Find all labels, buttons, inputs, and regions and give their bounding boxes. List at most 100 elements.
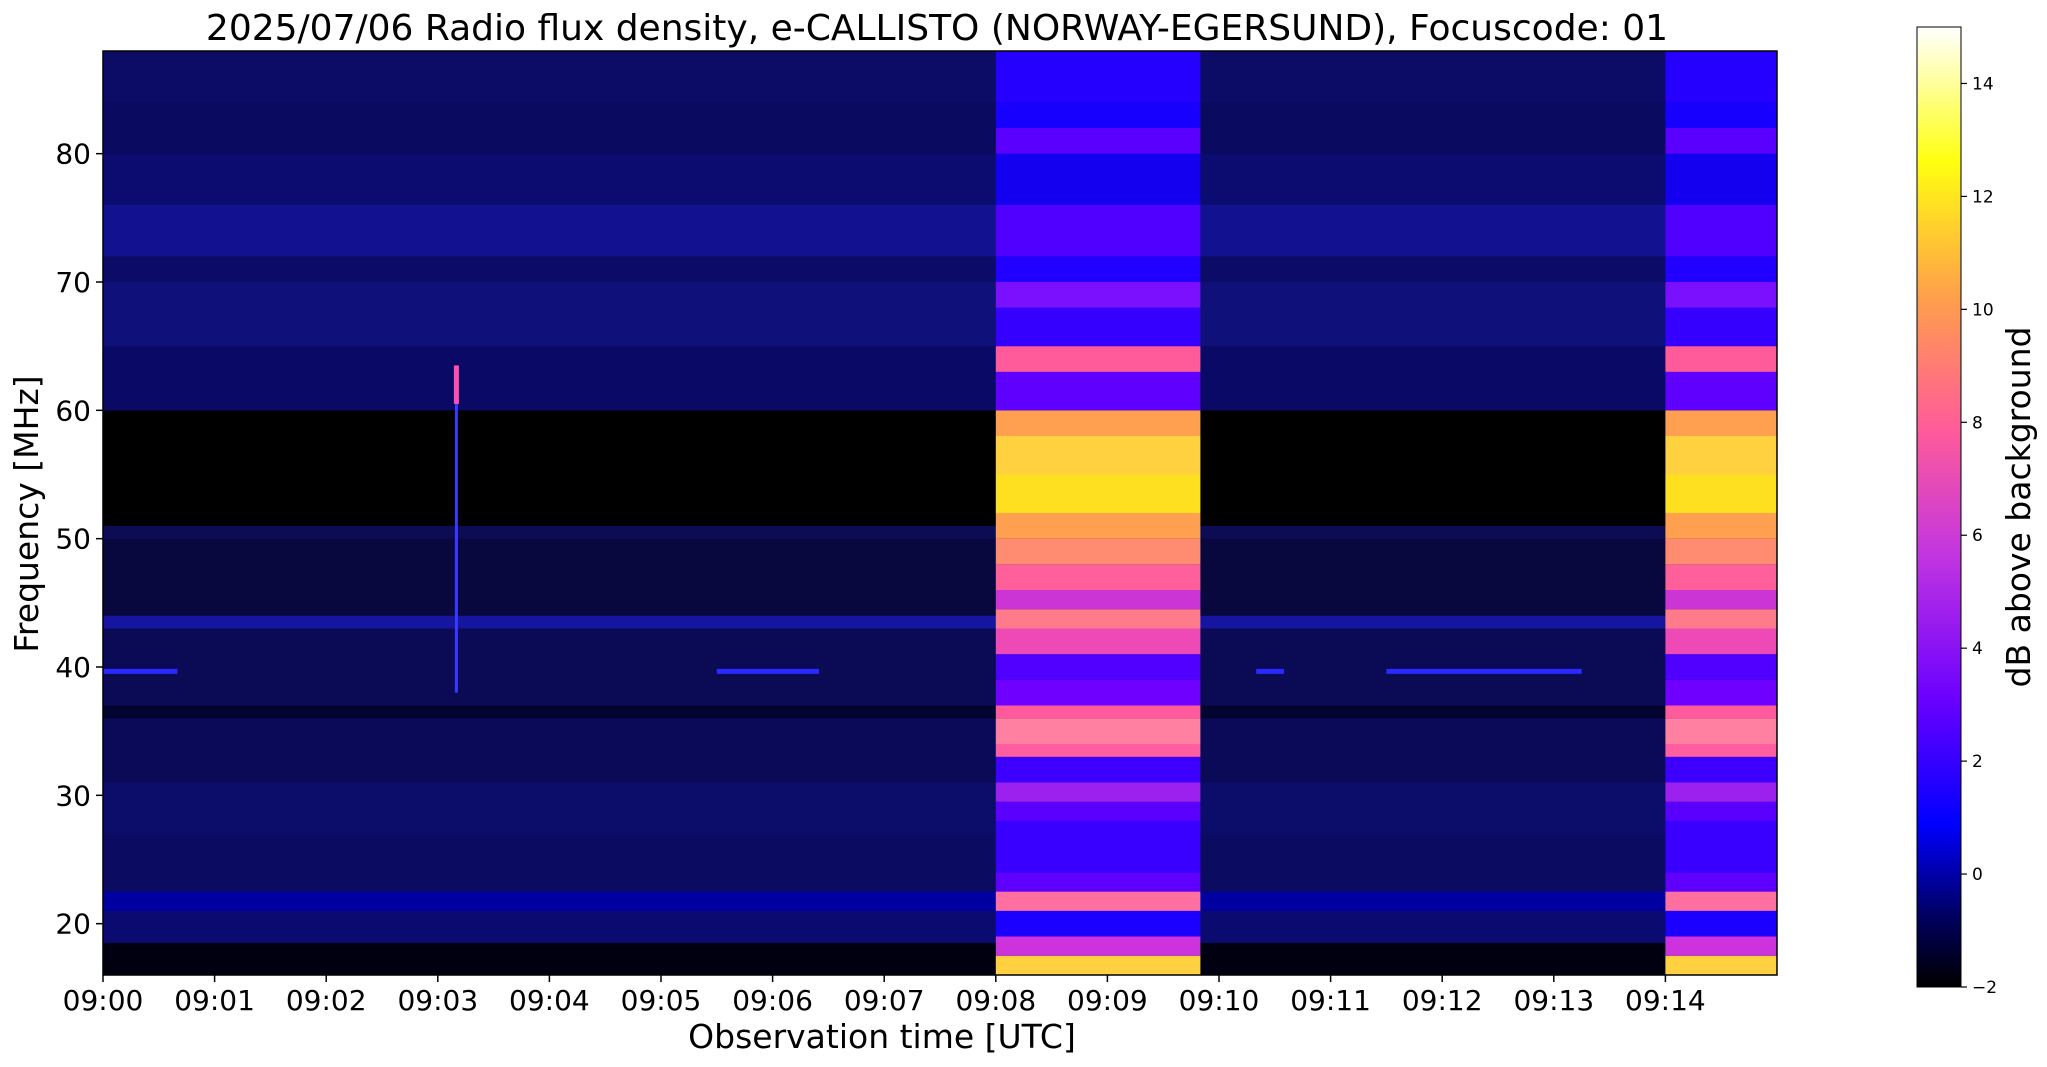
burst-band: [1665, 590, 1777, 610]
burst-band: [1665, 718, 1777, 744]
burst-band: [995, 102, 1201, 128]
quiet-band: [103, 538, 1777, 616]
burst-band: [995, 782, 1201, 802]
colorbar-label: dB above background: [1999, 327, 2038, 688]
quiet-band: [103, 410, 1777, 526]
burst-band: [1665, 782, 1777, 802]
quiet-band: [103, 891, 1777, 911]
burst-band: [1665, 205, 1777, 257]
burst-band: [1665, 936, 1777, 956]
x-tick-label: 09:02: [286, 984, 367, 1017]
y-axis: 20 30 40 50 60 70 80: [55, 138, 103, 941]
burst-band: [995, 705, 1201, 719]
burst-band: [995, 821, 1201, 873]
burst-band: [995, 609, 1201, 629]
burst-band: [1665, 474, 1777, 513]
colorbar-tick-label: 0: [1972, 865, 1983, 885]
burst-band: [1665, 153, 1777, 205]
spike-peak: [453, 365, 459, 404]
burst-band: [1665, 51, 1777, 103]
burst-band: [995, 744, 1201, 757]
burst-band: [1665, 801, 1777, 821]
x-tick-label: 09:01: [174, 984, 255, 1017]
colorbar-tick-label: 14: [1972, 74, 1994, 94]
y-tick-label: 80: [55, 138, 91, 171]
quiet-band: [103, 782, 1777, 834]
burst-band: [995, 564, 1201, 590]
burst-band: [995, 910, 1201, 937]
x-tick-label: 09:07: [844, 984, 925, 1017]
quiet-band: [103, 615, 1777, 629]
quiet-band: [103, 346, 1777, 411]
x-tick-label: 09:12: [1402, 984, 1483, 1017]
burst-band: [1665, 538, 1777, 565]
burst-band: [1665, 679, 1777, 706]
burst-band: [995, 51, 1201, 103]
quiet-band: [103, 205, 1777, 257]
burst-band: [995, 474, 1201, 513]
burst-band: [995, 679, 1201, 706]
narrowband-line: [1386, 668, 1582, 674]
y-tick-label: 20: [55, 908, 91, 941]
burst-band: [1665, 307, 1777, 347]
quiet-band: [103, 833, 1777, 892]
burst-band: [1665, 654, 1777, 680]
burst-band: [995, 718, 1201, 744]
colorbar-tick-label: 8: [1972, 413, 1983, 433]
y-tick-label: 30: [55, 779, 91, 812]
quiet-band: [103, 942, 1777, 975]
burst-band: [1665, 872, 1777, 892]
colorbar-tick-label: 2: [1972, 752, 1983, 772]
chart-title: 2025/07/06 Radio flux density, e-CALLIST…: [206, 8, 1668, 49]
burst-band: [995, 891, 1201, 911]
x-tick-label: 09:05: [621, 984, 702, 1017]
burst-band: [995, 256, 1201, 282]
burst-band: [1665, 955, 1777, 975]
burst-band: [995, 628, 1201, 655]
burst-band: [1665, 564, 1777, 590]
quiet-band: [103, 718, 1777, 783]
colorbar-gradient: [1916, 26, 1962, 988]
spike-line: [454, 371, 458, 693]
burst-band: [1665, 346, 1777, 372]
burst-band: [995, 346, 1201, 372]
quiet-band: [103, 705, 1777, 719]
burst-band: [995, 936, 1201, 956]
quiet-band: [103, 153, 1777, 205]
x-tick-label: 09:13: [1513, 984, 1594, 1017]
burst-band: [1665, 282, 1777, 308]
burst-band: [995, 128, 1201, 154]
burst-band: [995, 872, 1201, 892]
burst-band: [995, 801, 1201, 821]
x-tick-label: 09:06: [732, 984, 813, 1017]
burst-band: [1665, 436, 1777, 475]
burst-band: [1665, 609, 1777, 629]
narrowband-line: [1256, 668, 1285, 674]
colorbar-tick-label: 12: [1972, 187, 1994, 207]
quiet-band: [103, 910, 1777, 943]
y-tick-label: 70: [55, 266, 91, 299]
quiet-band: [103, 102, 1777, 154]
x-tick-label: 09:00: [63, 984, 144, 1017]
colorbar-tick-label: −2: [1972, 978, 1997, 998]
burst-band: [995, 410, 1201, 436]
quiet-band: [103, 282, 1777, 347]
colorbar-tick-label: 6: [1972, 526, 1983, 546]
burst-band: [995, 153, 1201, 205]
spectrogram-plot-area: [102, 50, 1778, 976]
burst-band: [1665, 891, 1777, 911]
burst-band: [1665, 371, 1777, 411]
colorbar: −2 0 2 4 6 8 10 12 14: [1916, 26, 1997, 998]
burst-band: [1665, 628, 1777, 655]
burst-band: [995, 590, 1201, 610]
x-tick-label: 09:10: [1179, 984, 1260, 1017]
burst-band: [995, 955, 1201, 975]
burst-band: [1665, 910, 1777, 937]
burst-band: [995, 436, 1201, 475]
burst-band: [995, 205, 1201, 257]
quiet-band: [103, 256, 1777, 282]
x-tick-label: 09:14: [1625, 984, 1706, 1017]
y-axis-label: Frequency [MHz]: [7, 375, 46, 652]
plot-frame: [102, 50, 1778, 976]
x-tick-label: 09:08: [955, 984, 1036, 1017]
